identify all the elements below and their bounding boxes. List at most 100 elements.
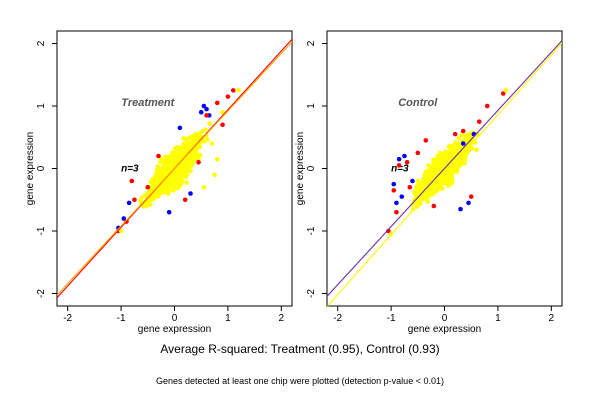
fit-line-2 (327, 40, 562, 297)
data-point (484, 103, 490, 109)
x-axis: -2 -1 0 1 2 gene expression (63, 306, 285, 335)
cloud-point (158, 168, 164, 173)
data-point (460, 141, 466, 146)
cloud-point (421, 184, 426, 190)
y-axis-label: gene expression (295, 132, 306, 205)
cloud-point (169, 161, 174, 166)
x-tick-label: 0 (442, 313, 448, 324)
cloud-point (171, 188, 176, 193)
y-tick-label: -2 (306, 289, 317, 298)
fit-line-2 (57, 41, 292, 296)
plot-area (57, 38, 292, 299)
x-tick-label: -1 (387, 313, 396, 324)
cloud-point (186, 145, 191, 150)
x-tick-label: 1 (225, 313, 231, 324)
data-point (396, 163, 402, 168)
data-point (209, 141, 215, 146)
data-point (166, 209, 172, 215)
data-point (415, 150, 421, 156)
cloud-point (435, 162, 441, 167)
data-point (201, 184, 207, 190)
data-point (214, 156, 220, 162)
cloud-point (424, 196, 429, 202)
data-point (118, 228, 124, 234)
cloud-point (449, 168, 455, 174)
data-point (132, 197, 137, 203)
cloud-point (414, 204, 420, 209)
data-point (407, 184, 413, 190)
data-point (225, 94, 231, 99)
data-point (468, 194, 474, 199)
x-axis-label: gene expression (408, 324, 481, 335)
cloud-point (205, 137, 210, 142)
data-point (460, 128, 466, 134)
data-point (236, 88, 241, 93)
y-tick-label: -1 (36, 226, 47, 235)
cloud-point (426, 163, 431, 168)
data-point (188, 191, 193, 196)
cloud-point (446, 183, 451, 188)
cloud-point (207, 121, 212, 126)
cloud-point (138, 198, 143, 204)
x-tick-label: 1 (495, 313, 501, 324)
data-point (156, 153, 161, 159)
cloud-point (453, 149, 458, 155)
data-point (452, 131, 458, 137)
series-2 (386, 91, 506, 234)
data-point (129, 178, 135, 184)
cloud-point (452, 164, 457, 170)
data-point (402, 153, 407, 159)
data-point (391, 188, 397, 193)
cloud-point (163, 168, 169, 174)
fit-line-1 (327, 42, 562, 306)
cloud-point (176, 170, 181, 175)
cloud-point (431, 159, 437, 164)
x-tick-label: 0 (172, 313, 178, 324)
y-tick-label: -1 (306, 226, 317, 235)
cloud-point (455, 141, 460, 146)
cloud-point (443, 159, 448, 165)
cloud-point (410, 202, 415, 207)
cloud-point (444, 154, 449, 160)
data-point (177, 125, 183, 131)
y-tick-label: 2 (306, 40, 317, 46)
cloud-point (197, 132, 202, 138)
cloud-point (175, 186, 181, 191)
data-point (201, 103, 207, 109)
data-point (220, 122, 225, 128)
cloud-point (155, 165, 160, 170)
x-tick-label: -2 (333, 313, 342, 324)
data-point (500, 91, 506, 96)
cloud-point (179, 177, 185, 183)
y-tick-label: 2 (36, 40, 47, 46)
panel-annotation: n=3 (121, 164, 139, 175)
cloud-point (170, 174, 175, 179)
cloud-point (427, 171, 432, 177)
panel-title: Treatment (121, 97, 175, 109)
y-tick-label: 0 (306, 165, 317, 171)
cloud-point (422, 175, 427, 180)
data-point (220, 109, 225, 115)
cloud-point (181, 165, 186, 170)
cloud-point (437, 157, 442, 162)
cloud-point (446, 144, 452, 149)
data-point (394, 200, 399, 206)
cloud-point (184, 180, 189, 185)
cloud-point (162, 184, 167, 189)
y-axis: -2 -1 0 1 2 gene expression (295, 40, 327, 298)
cloud-point (448, 164, 453, 170)
data-point (458, 206, 463, 212)
panel-title: Control (398, 97, 438, 109)
data-point (145, 184, 151, 190)
x-tick-label: -2 (63, 313, 72, 324)
cloud-point (177, 165, 183, 171)
cloud-point (412, 189, 417, 194)
data-point (212, 172, 217, 178)
data-point (121, 216, 127, 221)
data-point (399, 194, 405, 199)
data-point (204, 106, 209, 112)
data-point (474, 147, 479, 153)
y-tick-label: 1 (306, 103, 317, 109)
cloud-point (150, 194, 155, 200)
